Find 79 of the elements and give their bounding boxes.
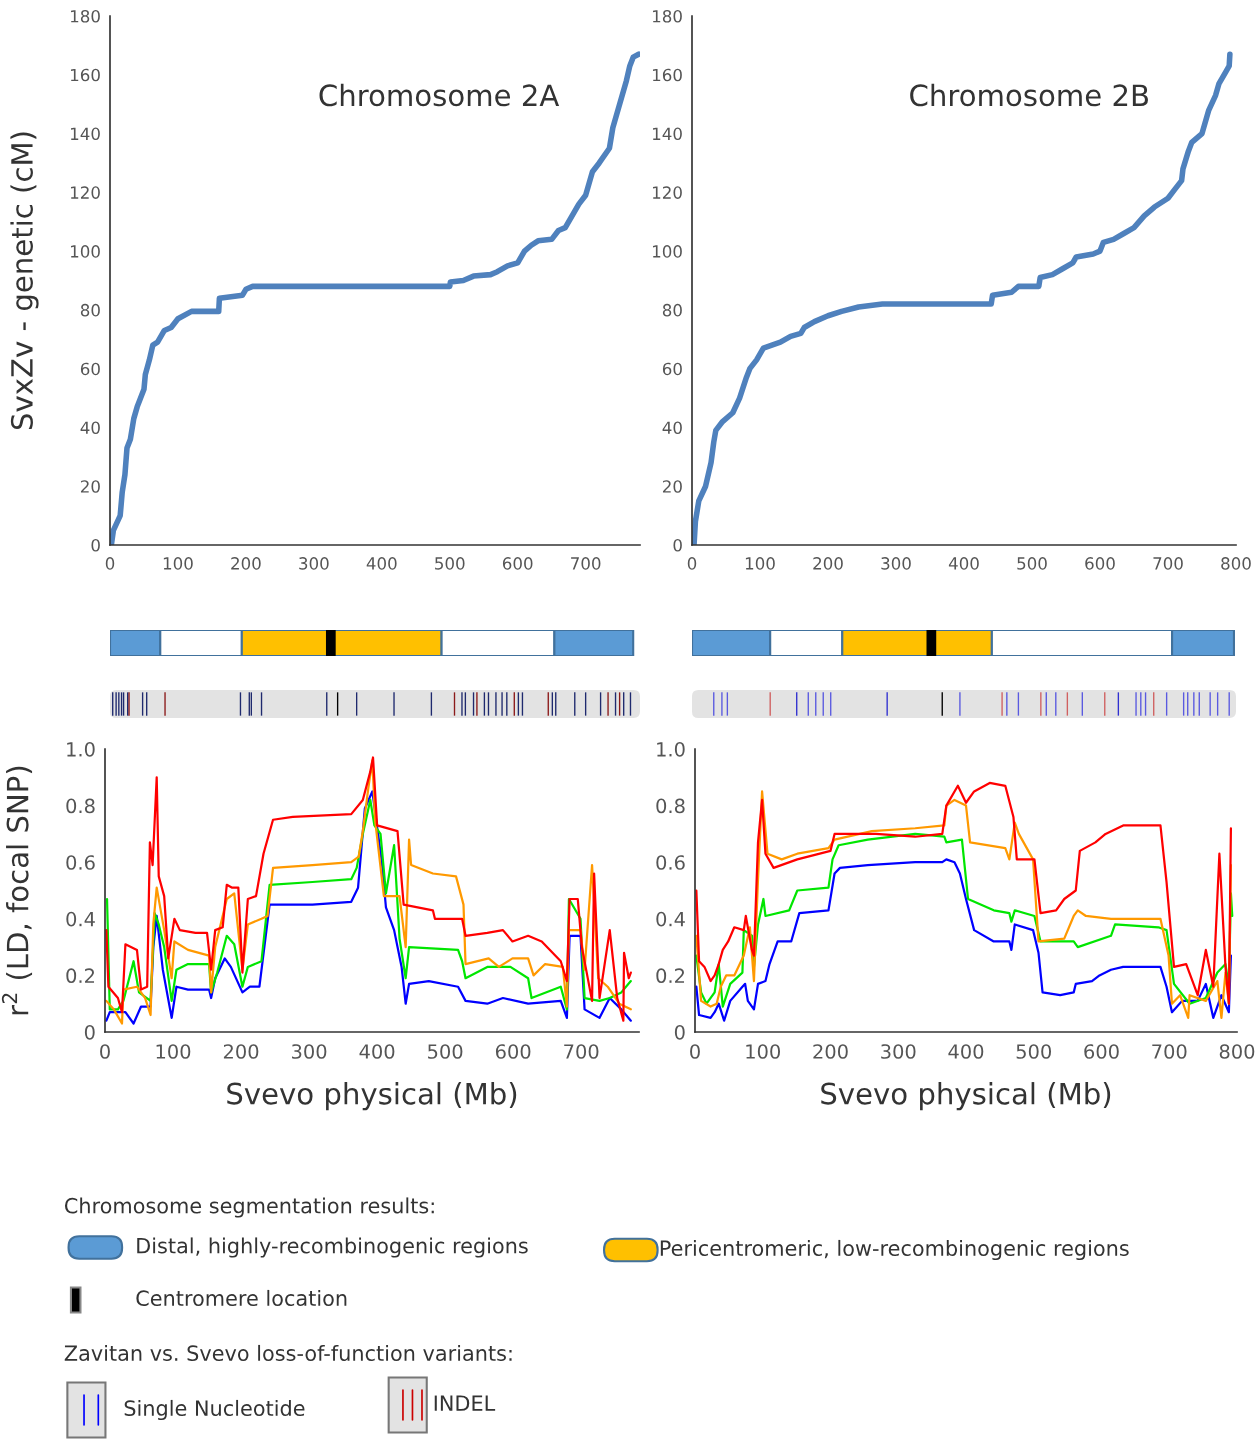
- x-tick-label: 800: [1219, 1044, 1255, 1059]
- y-tick-label: 0.4: [656, 911, 685, 927]
- y-tick-label: 100: [652, 245, 682, 258]
- x-tick-label: 600: [1085, 557, 1115, 570]
- y-tick-label: 60: [662, 362, 682, 376]
- x-tick-label: 700: [564, 1044, 599, 1059]
- x-axis-title: Svevo physical (Mb): [821, 1082, 1111, 1111]
- x-tick-label: 200: [223, 1044, 259, 1059]
- x-tick-label: 200: [813, 1044, 848, 1059]
- x-axis-title: Svevo physical (Mb): [227, 1082, 517, 1111]
- y-tick-label: 0.6: [656, 855, 685, 870]
- y-tick-label: 160: [652, 68, 682, 82]
- y-tick-label: 60: [80, 362, 100, 376]
- y-tick-label: 180: [652, 9, 682, 23]
- x-tick-label: 800: [1221, 557, 1251, 570]
- x-tick-label: 0: [687, 557, 697, 570]
- x-tick-label: 400: [366, 557, 397, 570]
- y-tick-label: 180: [70, 9, 100, 23]
- y-tick-label: 20: [80, 480, 100, 493]
- x-tick-label: 600: [502, 557, 533, 570]
- x-tick-label: 200: [231, 557, 261, 570]
- y-tick-label: 100: [70, 245, 100, 258]
- text: Zavitan vs. Svevo loss-of-function variants:: [64, 1344, 512, 1362]
- y-tick-label: 80: [662, 303, 682, 317]
- y-tick-label: 140: [652, 127, 682, 141]
- y-tick-label: 0.2: [656, 968, 685, 984]
- y-tick-label: 0: [84, 1024, 95, 1040]
- text: Single Nucleotide: [124, 1399, 305, 1421]
- x-tick-label: 100: [745, 557, 775, 570]
- y-tick-label: 40: [80, 421, 100, 435]
- x-tick-label: 300: [299, 557, 329, 570]
- y-tick-label: 0: [673, 538, 682, 552]
- text: Chromosome segmentation results:: [64, 1197, 434, 1218]
- x-tick-label: 300: [881, 557, 911, 570]
- y-tick-label: 20: [662, 480, 682, 493]
- y-tick-label: 0.8: [656, 798, 685, 814]
- text: Chromosome 2B: [910, 83, 1148, 107]
- x-tick-label: 500: [435, 557, 465, 570]
- x-tick-label: 300: [292, 1044, 327, 1059]
- text: Chromosome 2A: [319, 83, 560, 107]
- y-tick-label: 160: [70, 68, 100, 82]
- y-tick-label: 40: [662, 421, 682, 435]
- x-tick-label: 700: [1152, 1044, 1187, 1059]
- x-tick-label: 200: [813, 557, 843, 570]
- y-tick-label: 0.6: [66, 855, 95, 870]
- x-tick-label: 500: [1017, 557, 1047, 570]
- text: INDEL: [434, 1395, 496, 1411]
- x-tick-label: 0: [690, 1044, 700, 1059]
- y-tick-label: 1.0: [67, 741, 95, 757]
- x-tick-label: 600: [495, 1044, 531, 1059]
- y-axis-title: SvxZv - genetic (cM): [10, 132, 39, 430]
- text: Centromere location: [136, 1289, 347, 1307]
- x-tick-label: 500: [1016, 1044, 1052, 1059]
- y-tick-label: 140: [70, 127, 100, 141]
- x-tick-label: 400: [948, 557, 979, 570]
- x-tick-label: 100: [163, 557, 193, 570]
- x-tick-label: 100: [746, 1044, 781, 1059]
- x-tick-label: 0: [100, 1044, 110, 1059]
- y-axis-title: r$^{2}$ (LD, focal SNP): [1, 766, 33, 1015]
- x-tick-label: 700: [1153, 557, 1183, 570]
- x-tick-label: 0: [105, 557, 115, 570]
- y-tick-label: 1.0: [657, 741, 685, 757]
- y-tick-label: 0.8: [66, 798, 95, 814]
- x-tick-label: 400: [948, 1044, 984, 1059]
- y-tick-label: 80: [80, 303, 100, 317]
- y-tick-label: 120: [652, 186, 682, 199]
- text: Distal, highly-recombinogenic regions: [137, 1237, 528, 1258]
- x-tick-label: 300: [881, 1044, 916, 1059]
- y-tick-label: 0.2: [66, 968, 95, 984]
- x-tick-label: 100: [156, 1044, 191, 1059]
- y-tick-label: 0: [91, 538, 100, 552]
- text: Pericentromeric, low-recombinogenic regions: [660, 1239, 1129, 1261]
- y-tick-label: 0.4: [66, 911, 95, 927]
- x-tick-label: 600: [1084, 1044, 1119, 1059]
- x-tick-label: 400: [359, 1044, 395, 1059]
- x-tick-label: 700: [571, 557, 601, 570]
- y-tick-label: 0: [674, 1024, 685, 1040]
- x-tick-label: 500: [428, 1044, 463, 1059]
- y-tick-label: 120: [70, 186, 100, 199]
